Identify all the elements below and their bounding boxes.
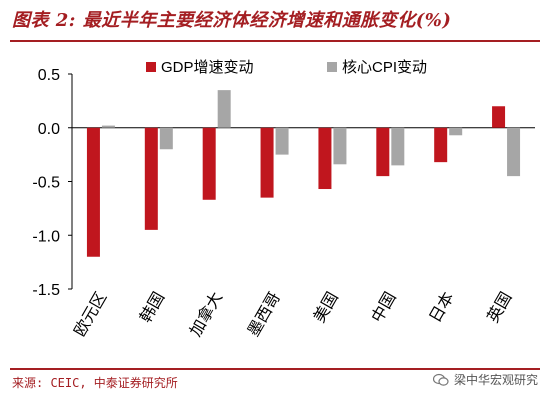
- wechat-icon: [432, 373, 449, 386]
- y-tick-label: -1.0: [32, 228, 60, 245]
- x-tick-label: 欧元区: [71, 289, 111, 340]
- x-tick-label: 墨西哥: [245, 290, 284, 340]
- bar-gdp: [144, 127, 158, 230]
- bar-cpi: [507, 127, 521, 177]
- y-tick-label: -1.5: [32, 282, 60, 299]
- x-tick-label: 日本: [426, 289, 458, 326]
- chart-title: 图表 2: 最近半年主要经济体经济增速和通胀变化(%): [12, 10, 452, 31]
- legend-label: 核心CPI变动: [342, 59, 427, 76]
- x-tick-label: 韩国: [137, 289, 169, 326]
- x-tick-label: 加拿大: [186, 289, 226, 340]
- x-tick-label: 中国: [368, 289, 400, 326]
- bar-cpi: [391, 127, 405, 166]
- title-divider: [10, 40, 540, 42]
- chart-header: 图表 2: 最近半年主要经济体经济增速和通胀变化(%): [0, 0, 550, 42]
- legend-swatch: [327, 62, 337, 72]
- bar-gdp: [86, 127, 100, 257]
- x-tick-label: 美国: [310, 289, 342, 326]
- bar-gdp: [434, 127, 448, 163]
- legend-label: GDP增速变动: [161, 59, 254, 76]
- bar-cpi: [275, 127, 289, 155]
- legend-swatch: [146, 62, 156, 72]
- bar-gdp: [202, 127, 216, 200]
- bar-gdp: [492, 106, 506, 128]
- bar-cpi: [333, 127, 347, 165]
- x-tick-label: 英国: [484, 289, 516, 326]
- bar-cpi: [159, 127, 173, 150]
- footer-divider: [10, 368, 540, 370]
- bar-gdp: [260, 127, 274, 198]
- source-note: 来源: CEIC, 中泰证券研究所: [12, 376, 178, 390]
- watermark-label: 梁中华宏观研究: [453, 373, 538, 387]
- y-tick-label: 0.5: [38, 67, 60, 84]
- watermark: 梁中华宏观研究: [432, 371, 538, 388]
- bar-cpi: [449, 127, 463, 136]
- bar-gdp: [376, 127, 390, 177]
- bar-cpi: [217, 90, 231, 128]
- bar-chart: 0.5 0.0 -0.5 -1.0 -1.5 欧元区 韩国 加拿大 墨西哥 美国 中国 日本 英国 GDP…: [32, 59, 535, 340]
- y-tick-label: 0.0: [38, 121, 60, 138]
- y-tick-label: -0.5: [32, 175, 60, 192]
- bar-gdp: [318, 127, 332, 190]
- bar-cpi: [101, 125, 115, 128]
